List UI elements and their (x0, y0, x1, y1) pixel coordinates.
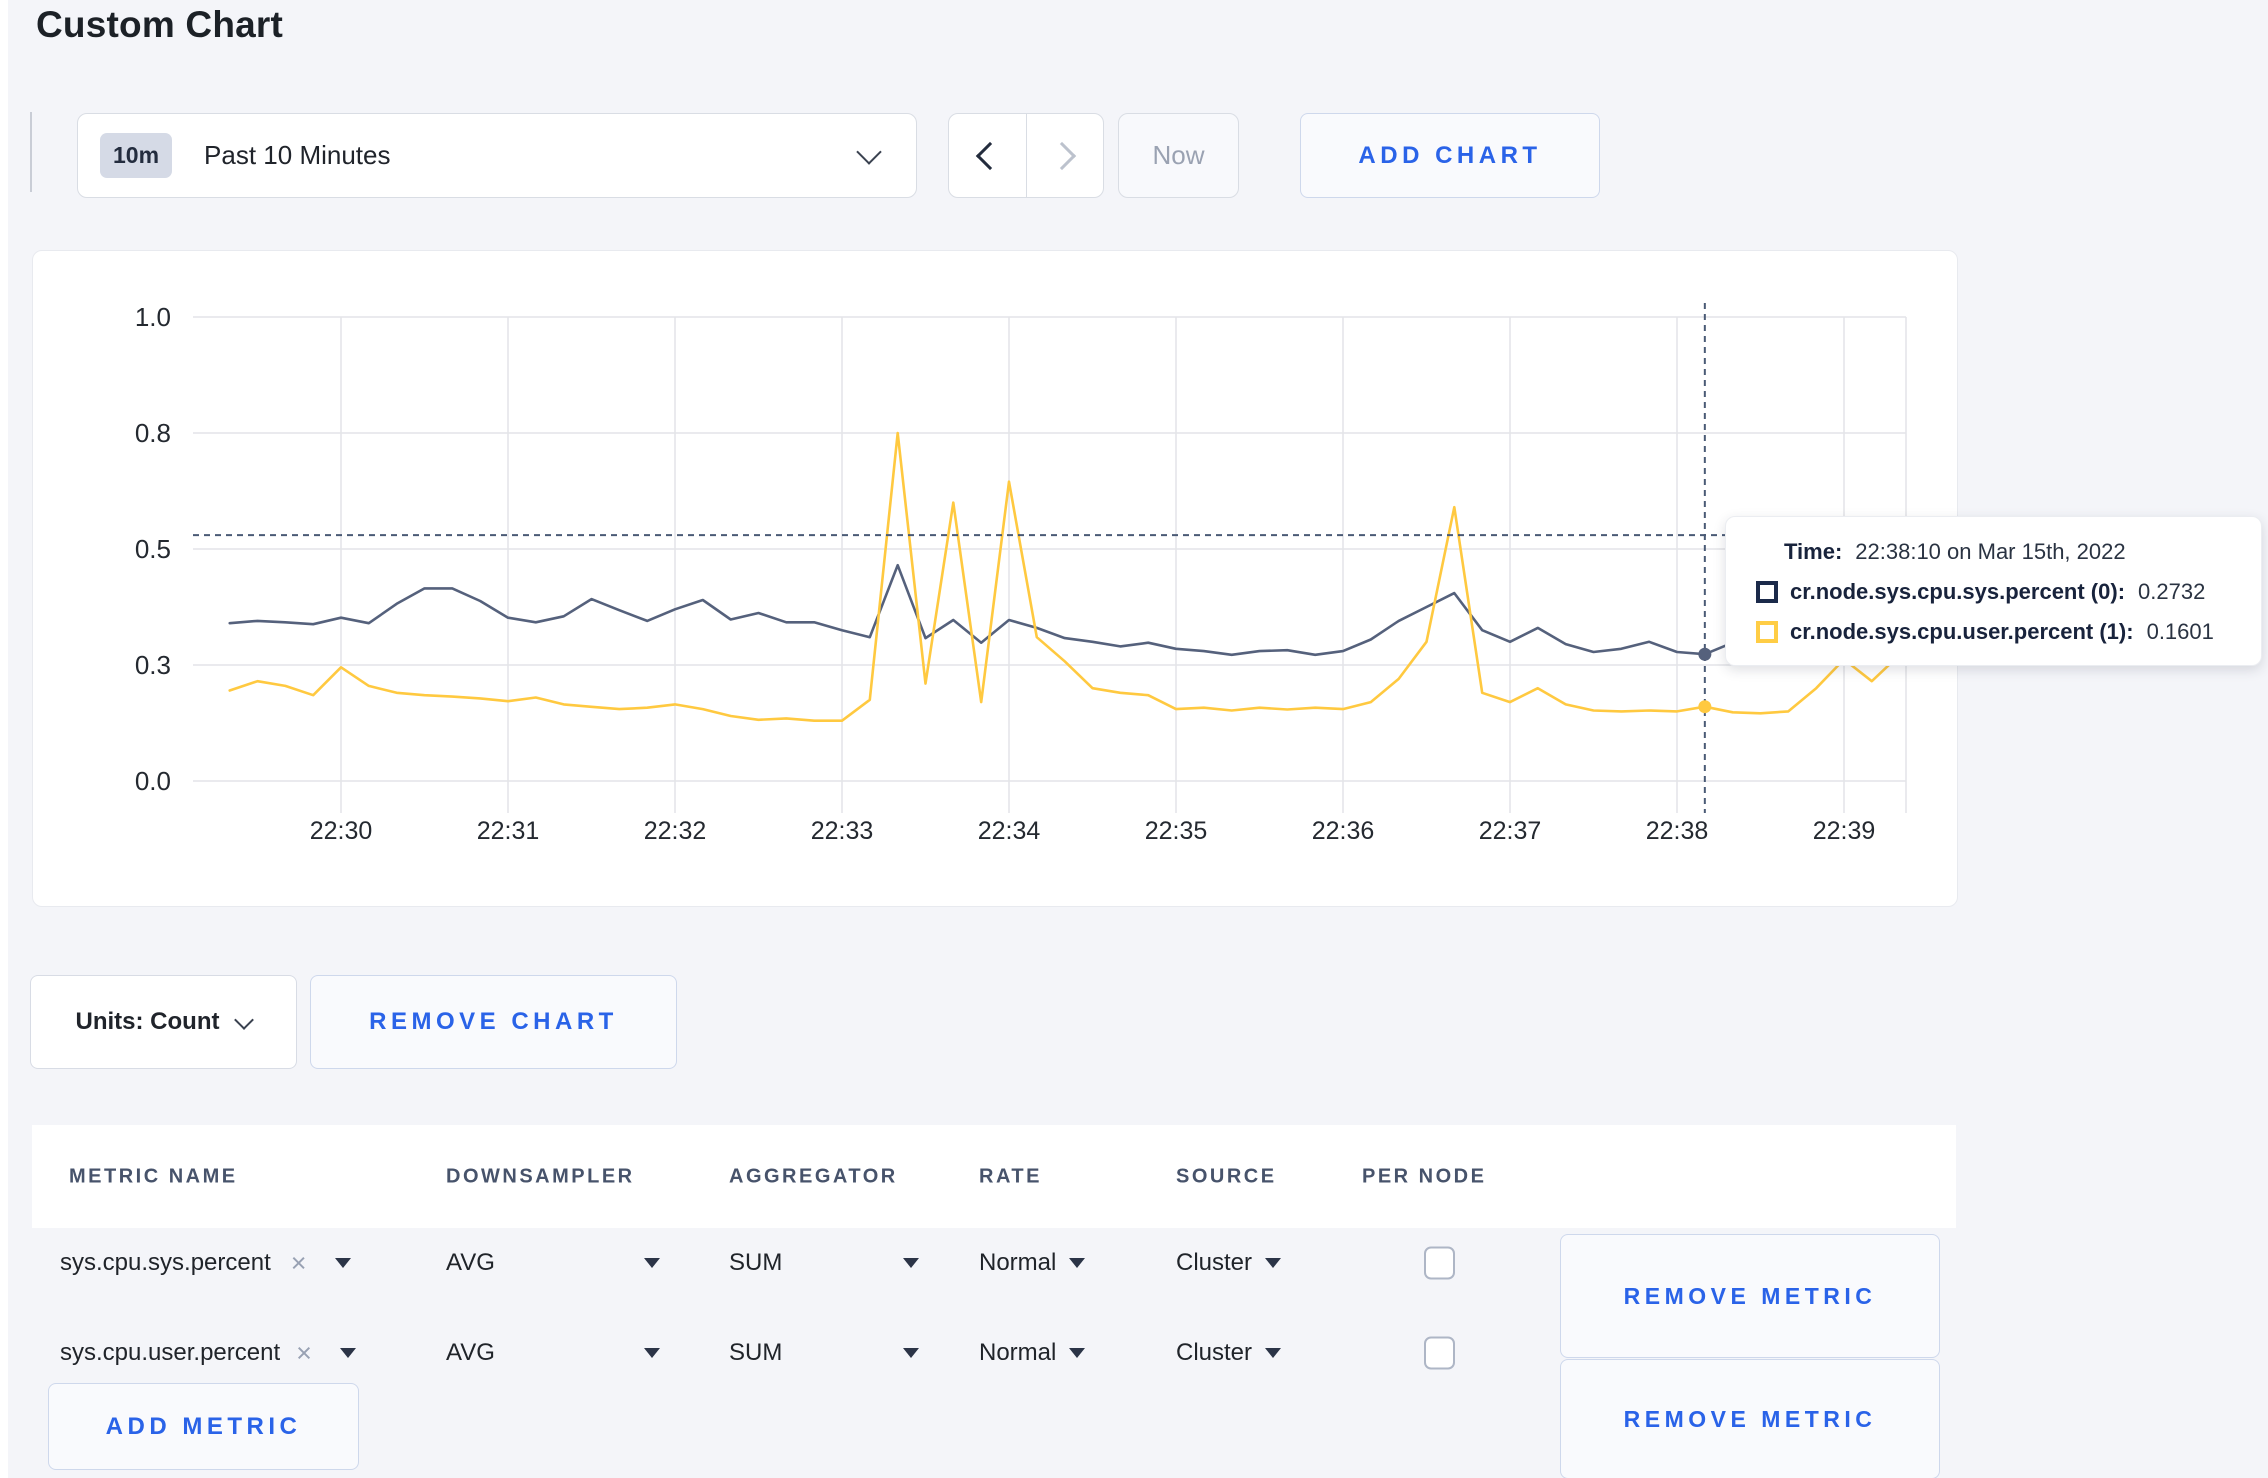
caret-down-icon (339, 1348, 356, 1358)
downsampler-select[interactable]: AVG (446, 1249, 660, 1277)
toolbar-divider (30, 112, 32, 192)
caret-down-icon (334, 1258, 351, 1268)
timeseries-chart[interactable]: 22:30 22:31 22:32 22:33 22:34 22:35 22:36 22:37… (33, 251, 1957, 906)
caret-down-icon (1069, 1258, 1086, 1268)
caret-down-icon (644, 1348, 660, 1358)
rate-select[interactable]: Normal (979, 1249, 1086, 1277)
source-select[interactable]: Cluster (1176, 1339, 1282, 1367)
metric-row: sys.cpu.sys.percent × AVG SUM Normal Clu… (32, 1228, 1956, 1298)
x-axis-tick-label: 22:39 (1813, 817, 1876, 845)
x-axis-tick-label: 22:36 (1312, 817, 1375, 845)
metric-name-select[interactable]: sys.cpu.user.percent × (60, 1339, 356, 1367)
chevron-left-icon (976, 141, 1005, 170)
tooltip-series-value: 0.1601 (2146, 619, 2214, 644)
caret-down-icon (1265, 1348, 1282, 1358)
rate-value: Normal (979, 1339, 1057, 1366)
aggregator-select[interactable]: SUM (729, 1339, 919, 1367)
col-header-metric-name: METRIC NAME (69, 1165, 238, 1187)
metric-name-select[interactable]: sys.cpu.sys.percent × (60, 1249, 351, 1277)
rate-select[interactable]: Normal (979, 1339, 1086, 1367)
source-value: Cluster (1176, 1339, 1253, 1366)
per-node-checkbox[interactable] (1424, 1246, 1455, 1280)
y-axis-tick-label: 0.5 (135, 534, 171, 564)
caret-down-icon (1265, 1258, 1282, 1268)
units-select[interactable]: Units: Count (30, 975, 297, 1069)
y-axis-tick-label: 0.3 (135, 650, 171, 680)
series-line-percent (228, 431, 1901, 723)
x-axis-tick-label: 22:30 (310, 817, 373, 845)
col-header-downsampler: DOWNSAMPLER (446, 1165, 635, 1187)
rate-value: Normal (979, 1249, 1057, 1276)
caret-down-icon (644, 1258, 660, 1268)
left-gutter (0, 0, 8, 1478)
page-title: Custom Chart (36, 4, 284, 45)
x-axis-tick-label: 22:37 (1479, 817, 1542, 845)
metric-name-value: sys.cpu.sys.percent (60, 1249, 271, 1276)
tooltip-time-row: Time: 22:38:10 on Mar 15th, 2022 (1784, 539, 2261, 565)
clear-metric-icon[interactable]: × (290, 1247, 307, 1278)
chart-tooltip: Time: 22:38:10 on Mar 15th, 2022 cr.node… (1725, 516, 2262, 666)
col-header-per-node: PER NODE (1362, 1165, 1487, 1187)
highlighted-point (1698, 700, 1712, 714)
col-header-rate: RATE (979, 1165, 1042, 1187)
aggregator-select[interactable]: SUM (729, 1249, 919, 1277)
tooltip-time-label: Time: (1784, 539, 1843, 564)
series-swatch-sys (1756, 581, 1778, 603)
caret-down-icon (903, 1258, 919, 1268)
aggregator-value: SUM (729, 1249, 783, 1276)
time-range-select[interactable]: 10m Past 10 Minutes (77, 113, 917, 198)
highlighted-point (1698, 647, 1712, 661)
x-axis-tick-label: 22:38 (1646, 817, 1709, 845)
downsampler-select[interactable]: AVG (446, 1339, 660, 1367)
source-value: Cluster (1176, 1249, 1253, 1276)
now-button[interactable]: Now (1118, 113, 1239, 198)
prev-time-button[interactable] (949, 114, 1026, 197)
metrics-table-header: METRIC NAME DOWNSAMPLER AGGREGATOR RATE … (32, 1125, 1956, 1228)
tooltip-series-row: cr.node.sys.cpu.user.percent (1): 0.1601 (1756, 619, 2261, 645)
chart-card: 22:30 22:31 22:32 22:33 22:34 22:35 22:36 22:37… (32, 250, 1958, 907)
x-axis-tick-label: 22:32 (644, 817, 707, 845)
downsampler-value: AVG (446, 1249, 495, 1276)
y-axis-tick-label: 0.8 (135, 418, 171, 448)
col-header-aggregator: AGGREGATOR (729, 1165, 898, 1187)
remove-metric-button[interactable]: REMOVE METRIC (1560, 1234, 1940, 1358)
aggregator-value: SUM (729, 1339, 783, 1366)
x-axis-tick-label: 22:31 (477, 817, 540, 845)
metric-row: sys.cpu.user.percent × AVG SUM Normal Cl… (32, 1318, 1956, 1388)
chevron-down-icon (856, 138, 882, 165)
add-chart-button[interactable]: ADD CHART (1300, 113, 1600, 198)
remove-metric-button[interactable]: REMOVE METRIC (1560, 1359, 1940, 1478)
tooltip-series-label: cr.node.sys.cpu.sys.percent (0): (1790, 579, 2126, 604)
time-range-badge: 10m (100, 133, 173, 178)
chevron-down-icon (234, 1010, 255, 1030)
metric-name-value: sys.cpu.user.percent (60, 1339, 281, 1366)
add-metric-button[interactable]: ADD METRIC (48, 1383, 359, 1470)
downsampler-value: AVG (446, 1339, 495, 1366)
col-header-source: SOURCE (1176, 1165, 1277, 1187)
series-swatch-user (1756, 621, 1778, 643)
units-label: Units: Count (75, 1008, 220, 1035)
next-time-button[interactable] (1025, 114, 1104, 197)
tooltip-time-value: 22:38:10 on Mar 15th, 2022 (1855, 539, 2126, 564)
time-nav-group (948, 113, 1104, 198)
source-select[interactable]: Cluster (1176, 1249, 1282, 1277)
x-axis-tick-label: 22:35 (1145, 817, 1208, 845)
tooltip-series-value: 0.2732 (2138, 579, 2206, 604)
per-node-checkbox[interactable] (1424, 1336, 1455, 1370)
tooltip-series-label: cr.node.sys.cpu.user.percent (1): (1790, 619, 2134, 644)
x-axis-tick-label: 22:34 (978, 817, 1041, 845)
series-line-percent (228, 563, 1901, 657)
chevron-right-icon (1047, 141, 1076, 170)
clear-metric-icon[interactable]: × (296, 1337, 312, 1368)
caret-down-icon (903, 1348, 919, 1358)
tooltip-series-row: cr.node.sys.cpu.sys.percent (0): 0.2732 (1756, 579, 2261, 605)
y-axis-tick-label: 1.0 (135, 302, 171, 332)
y-axis-tick-label: 0.0 (135, 766, 171, 796)
x-axis-tick-label: 22:33 (811, 817, 874, 845)
caret-down-icon (1069, 1348, 1086, 1358)
remove-chart-button[interactable]: REMOVE CHART (310, 975, 677, 1069)
time-range-label: Past 10 Minutes (204, 140, 391, 170)
